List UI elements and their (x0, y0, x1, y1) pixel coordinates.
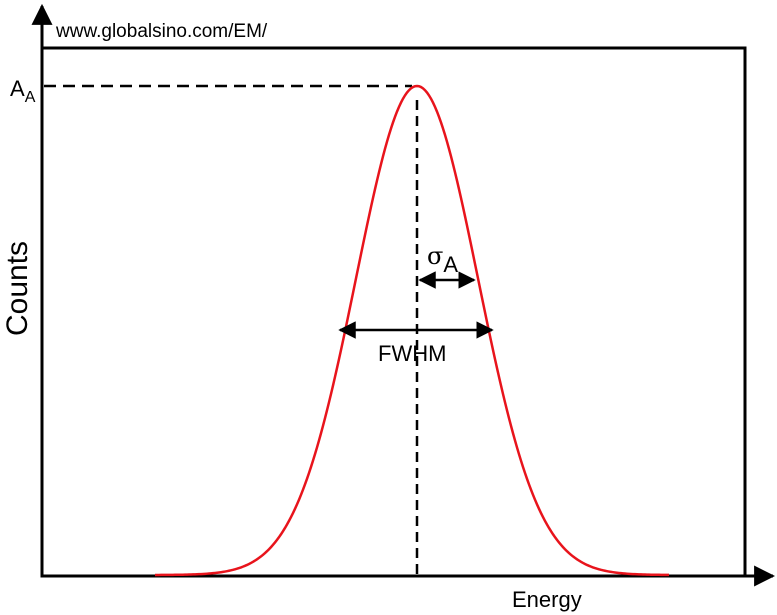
amplitude-symbol: A (10, 76, 25, 101)
plot-frame (40, 46, 747, 578)
amplitude-label: AA (10, 76, 36, 106)
amplitude-subscript: A (25, 89, 36, 106)
sigma-symbol: σ (427, 242, 443, 270)
fwhm-label: FWHM (378, 341, 446, 366)
x-axis-title: Energy (512, 587, 582, 612)
sigma-label: σA (427, 242, 458, 277)
sigma-subscript: A (443, 252, 458, 277)
gaussian-curve (154, 84, 670, 577)
watermark-text: www.globalsino.com/EM/ (55, 21, 268, 42)
y-axis-title: Counts (1, 241, 34, 336)
